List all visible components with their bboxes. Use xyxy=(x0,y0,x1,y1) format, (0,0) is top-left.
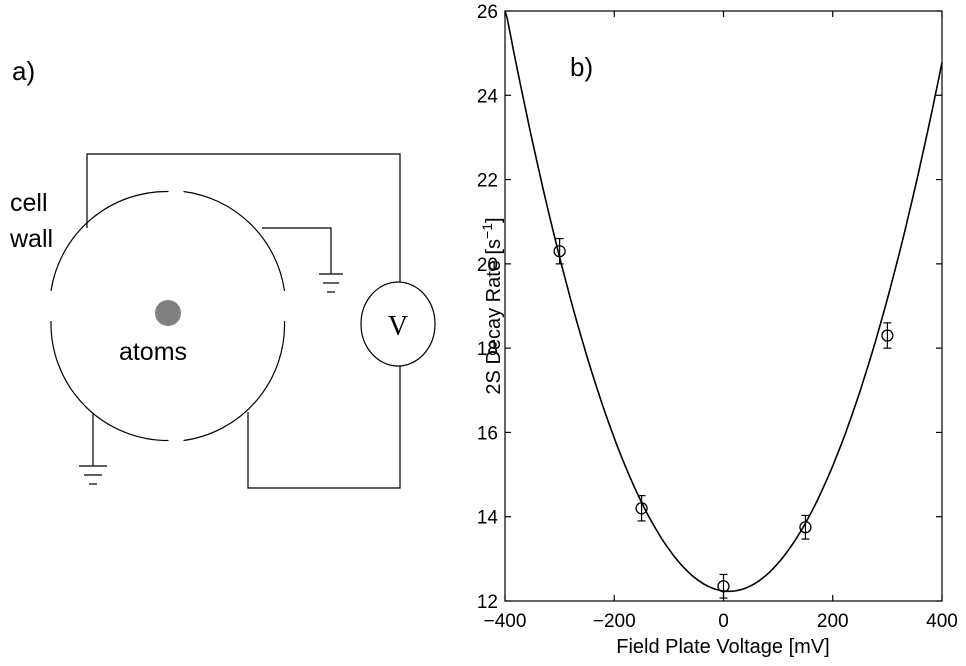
data-point xyxy=(881,322,894,349)
atoms-dot xyxy=(155,300,181,326)
data-point-marker xyxy=(799,521,812,534)
data-point xyxy=(635,495,648,522)
panel-a-schematic: a) cell wall atoms xyxy=(9,56,436,489)
x-axis-label: Field Plate Voltage [mV] xyxy=(616,636,829,658)
y-tick-label: 14 xyxy=(477,508,499,529)
y-axis-label-suffix: ] xyxy=(483,217,505,223)
voltmeter-label: V xyxy=(388,311,408,342)
x-tick-label: 200 xyxy=(817,611,849,632)
y-tick-label: 20 xyxy=(477,255,498,276)
cell-wall xyxy=(50,190,286,442)
y-axis-label-superscript: −1 xyxy=(479,223,495,239)
y-tick-label: 16 xyxy=(477,423,498,444)
y-tick-label: 24 xyxy=(477,86,499,107)
y-tick-label: 12 xyxy=(477,592,498,613)
x-tick-label: 0 xyxy=(718,611,729,632)
y-tick-label: 26 xyxy=(477,2,498,23)
x-axis-ticks: −400 −200 0 200 400 xyxy=(484,11,958,632)
data-point-marker xyxy=(635,502,648,515)
wire-to-ground-right xyxy=(262,227,332,274)
data-point-marker xyxy=(881,329,894,342)
data-point-marker xyxy=(717,580,730,593)
plot-frame xyxy=(504,10,943,602)
wire-top-to-voltmeter xyxy=(86,153,401,282)
y-tick-label: 18 xyxy=(477,339,498,360)
data-point xyxy=(717,573,730,599)
data-point-marker xyxy=(553,245,566,258)
x-tick-label: 400 xyxy=(926,611,958,632)
cell-wall-arc-bottom-right xyxy=(183,320,286,442)
cell-wall-arc-top-right xyxy=(183,190,286,292)
y-axis-label: 2S Decay Rate [s−1] xyxy=(479,217,505,394)
panel-b-chart: b) −400 −200 0 200 400 12 14 16 18 20 22 24 26 Fiel… xyxy=(477,2,958,658)
x-tick-label: −400 xyxy=(484,611,527,632)
fit-curve xyxy=(504,10,943,593)
panel-a-label: a) xyxy=(12,56,35,86)
fit-curve-line xyxy=(504,10,943,593)
cell-wall-label-line2: wall xyxy=(9,225,53,253)
y-axis-ticks: 12 14 16 18 20 22 24 26 xyxy=(477,2,942,613)
x-tick-label: −200 xyxy=(593,611,636,632)
data-points xyxy=(553,237,894,599)
data-point xyxy=(799,514,812,540)
y-axis-label-main: 2S Decay Rate [s xyxy=(483,239,505,395)
cell-wall-arc-top-left xyxy=(50,190,169,292)
wire-bottom-to-voltmeter xyxy=(247,366,401,489)
voltmeter-circle xyxy=(360,281,436,367)
data-point xyxy=(553,237,566,265)
atoms-label: atoms xyxy=(119,338,187,366)
ground-icon-left xyxy=(79,465,107,485)
circuit-wires xyxy=(86,153,401,489)
ground-icon-right xyxy=(319,273,343,293)
cell-wall-label-line1: cell xyxy=(10,189,48,217)
panel-b-label: b) xyxy=(570,52,593,82)
cell-wall-arc-bottom-left xyxy=(50,320,169,442)
y-tick-label: 22 xyxy=(477,171,498,192)
